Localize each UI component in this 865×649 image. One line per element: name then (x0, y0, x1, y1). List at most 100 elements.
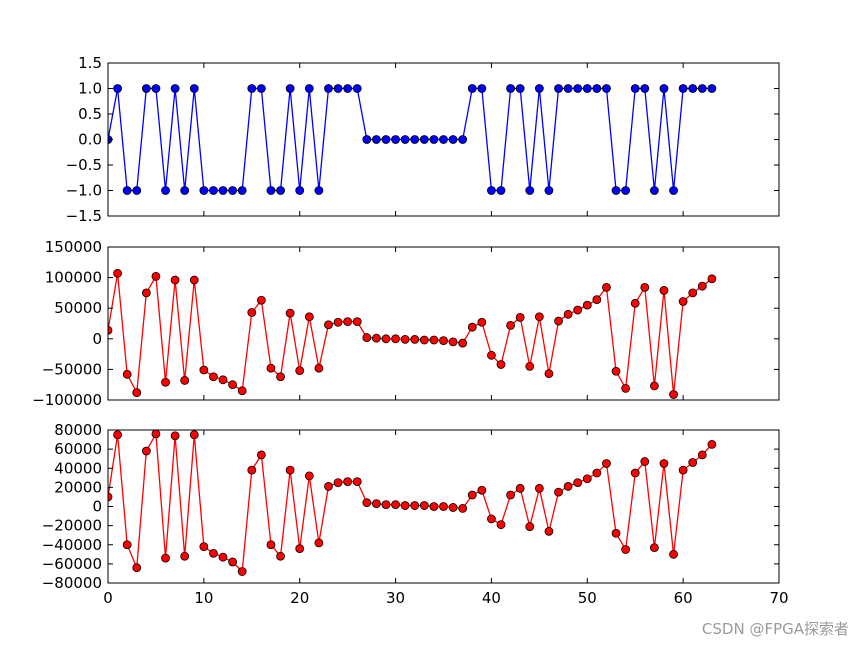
data-point (602, 84, 611, 93)
data-point (237, 567, 247, 576)
data-point (343, 317, 353, 327)
data-point (515, 483, 525, 493)
data-point (640, 457, 650, 466)
data-point (506, 490, 516, 500)
x-tick-label: 60 (674, 589, 693, 607)
data-point (362, 135, 372, 144)
data-point (314, 186, 324, 195)
data-point (228, 380, 238, 390)
data-point (688, 288, 698, 298)
data-point (544, 186, 554, 195)
data-point (141, 288, 151, 298)
data-point (611, 186, 621, 195)
data-point (352, 477, 362, 487)
data-point (573, 84, 583, 93)
y-tick-label: −0.5 (66, 156, 102, 174)
data-point (602, 282, 611, 292)
data-point (314, 363, 324, 373)
data-point (247, 84, 257, 93)
y-tick-label: 40000 (54, 459, 102, 477)
data-point (161, 553, 170, 563)
data-point (602, 459, 611, 468)
data-point (256, 295, 266, 305)
y-tick-label: 20000 (54, 478, 102, 496)
y-tick-label: −80000 (42, 574, 102, 592)
data-point (621, 186, 631, 195)
data-point (554, 316, 563, 326)
data-point (573, 305, 583, 315)
data-point (151, 271, 161, 281)
data-point (678, 297, 688, 306)
data-point (209, 186, 218, 195)
data-point (487, 514, 496, 524)
data-point (324, 320, 333, 330)
data-point (563, 309, 573, 319)
data-point (391, 135, 400, 144)
data-point (400, 501, 410, 510)
data-point (515, 312, 525, 322)
data-point (132, 186, 142, 195)
data-point (199, 365, 209, 375)
data-point (333, 84, 343, 93)
data-point (199, 542, 209, 552)
data-point (669, 390, 678, 399)
data-point (108, 325, 113, 335)
data-point (295, 186, 305, 195)
data-point (132, 563, 142, 573)
data-point (630, 468, 640, 478)
data-point (554, 487, 563, 497)
data-point (247, 308, 257, 317)
data-point (659, 84, 669, 93)
data-point (410, 335, 420, 344)
y-tick-label: 60000 (54, 440, 102, 458)
data-point (592, 84, 602, 93)
data-point (304, 471, 314, 481)
data-point (640, 282, 650, 292)
data-point (180, 551, 190, 561)
data-point (141, 84, 151, 93)
data-point (506, 320, 516, 330)
data-point (189, 84, 199, 93)
data-point (151, 84, 161, 93)
data-point (592, 468, 602, 478)
data-point (276, 186, 285, 195)
data-point (209, 372, 218, 382)
data-point (295, 366, 305, 376)
y-tick-label: −60000 (42, 555, 102, 573)
data-point (324, 84, 333, 93)
x-tick-label: 50 (578, 589, 597, 607)
series-line (108, 273, 713, 395)
data-point (381, 334, 391, 344)
data-point (391, 334, 400, 344)
data-point (180, 186, 190, 195)
data-point (477, 317, 487, 327)
data-point (506, 84, 516, 93)
data-point (362, 498, 372, 508)
data-point (285, 308, 295, 318)
data-point (659, 286, 669, 295)
data-point (189, 275, 199, 285)
data-point (467, 490, 477, 500)
data-point (108, 492, 113, 502)
data-point (621, 383, 631, 393)
watermark: CSDN @FPGA探索者 (701, 620, 849, 638)
series-line (108, 87, 712, 192)
data-point (467, 84, 477, 93)
data-point (582, 300, 592, 310)
data-point (669, 186, 678, 195)
data-point (113, 268, 122, 278)
y-tick-label: −1.0 (66, 182, 102, 200)
data-point (429, 502, 439, 511)
data-point (170, 431, 180, 441)
data-point (525, 361, 535, 371)
data-point (324, 482, 333, 491)
data-point (630, 298, 640, 308)
data-point (688, 84, 698, 93)
data-point (209, 548, 218, 558)
data-point (554, 84, 563, 93)
data-point (391, 500, 400, 509)
data-point (496, 360, 506, 369)
data-point (400, 135, 410, 144)
data-point (582, 474, 592, 484)
